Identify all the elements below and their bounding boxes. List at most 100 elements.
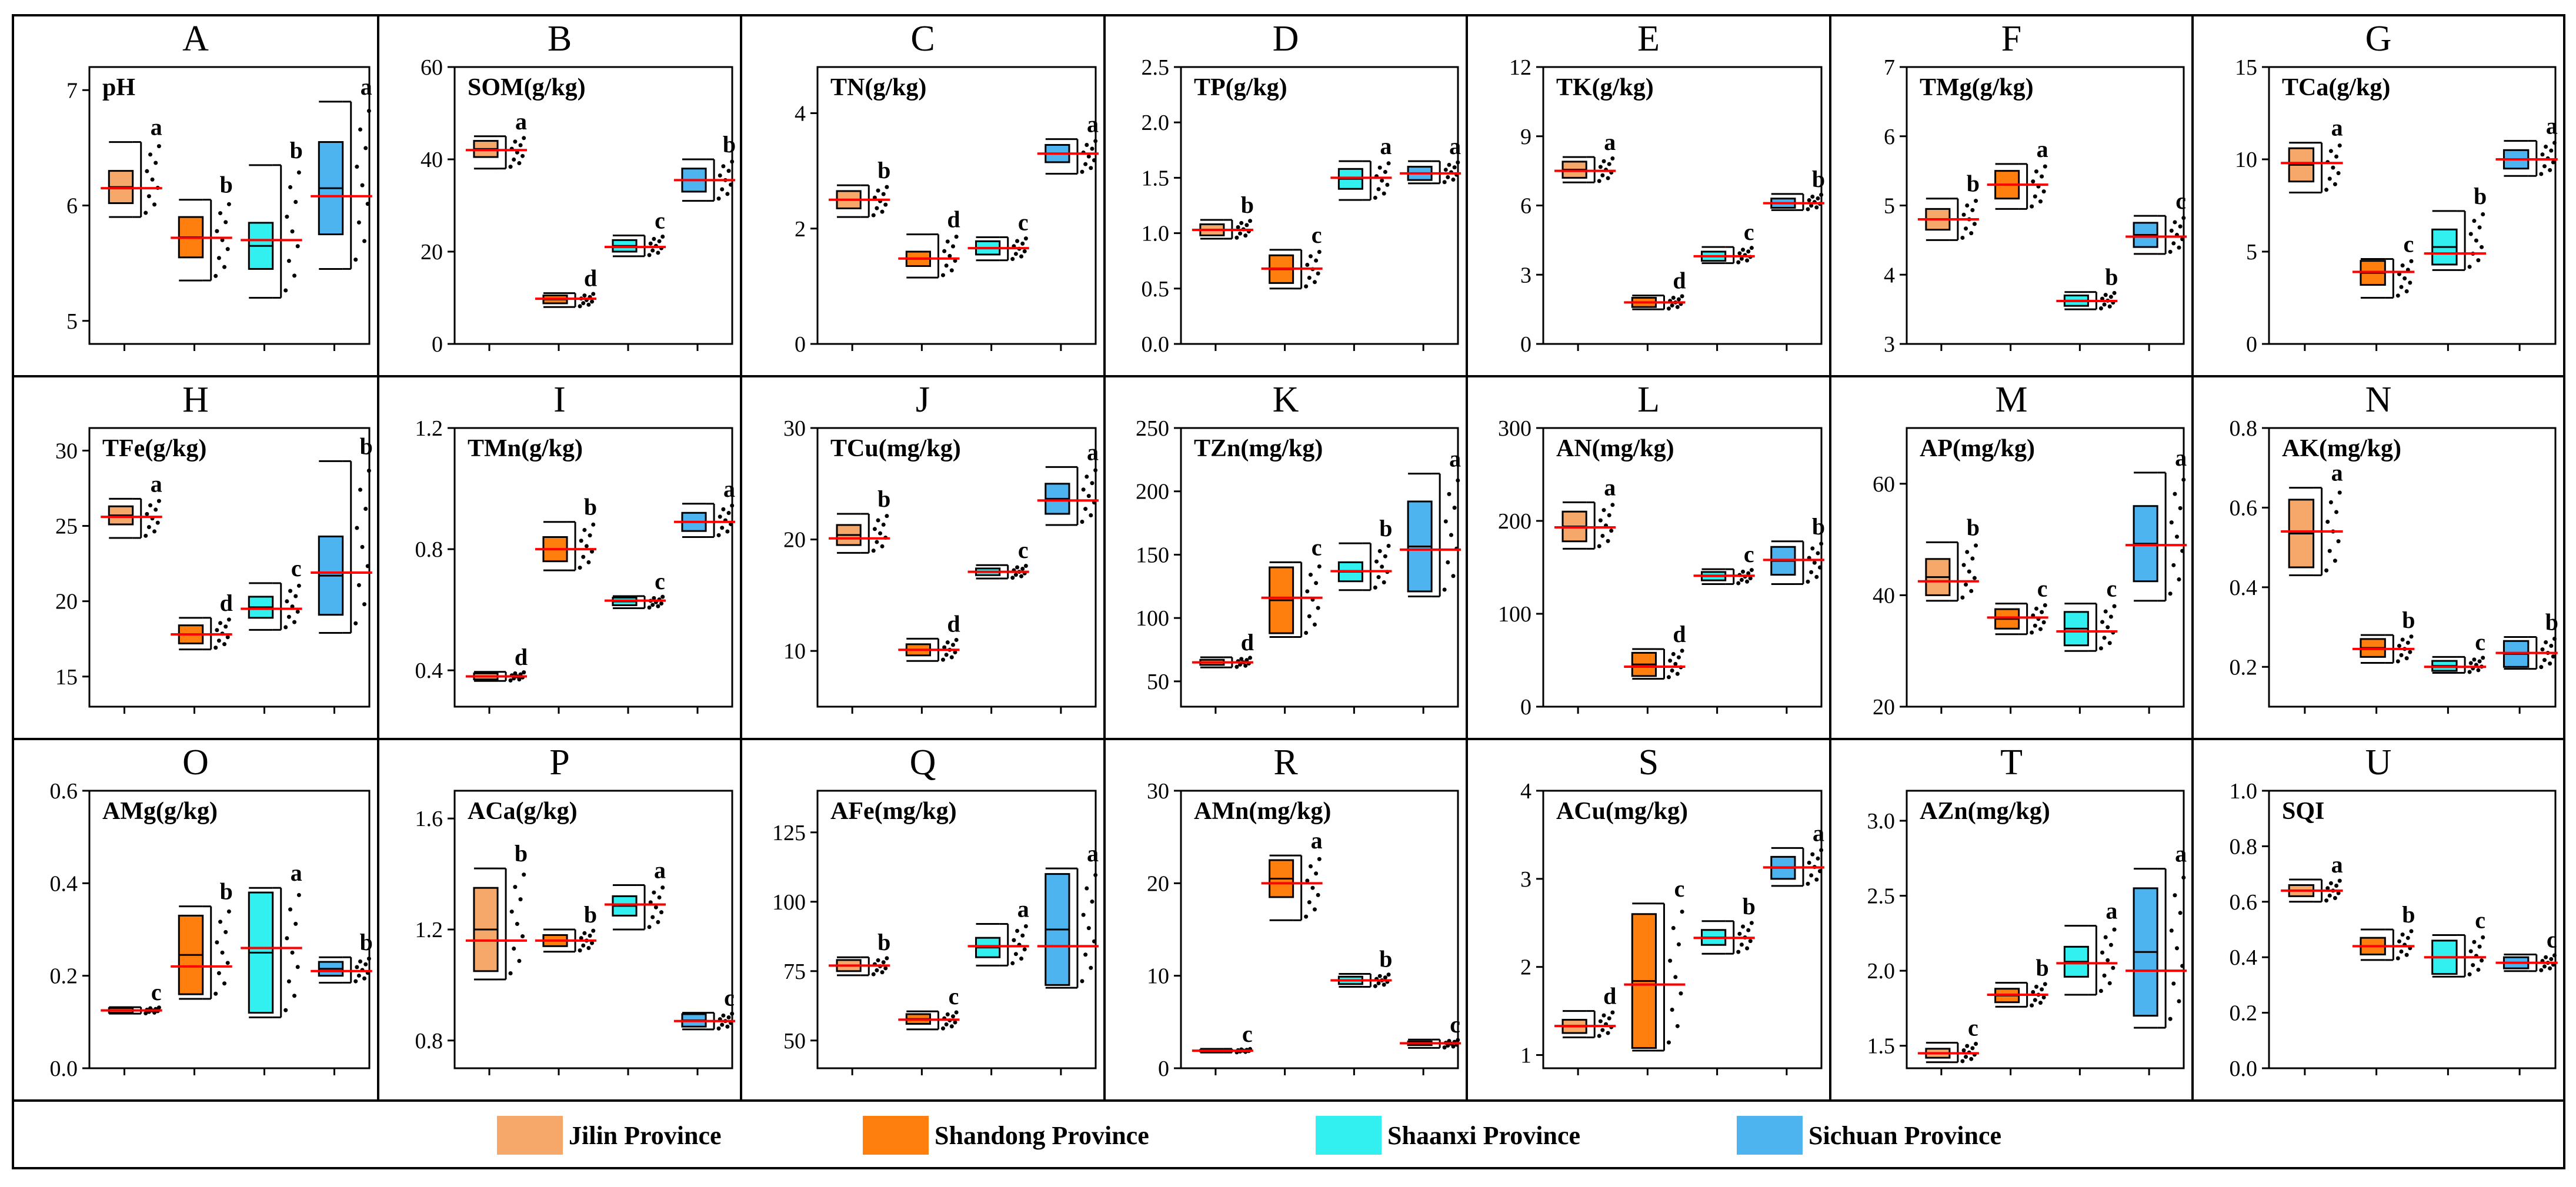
panel-n: N AK(mg/kg) 0.2 0.4 0.6 0.8 a b c b [2230, 380, 2558, 714]
data-point [2328, 500, 2333, 504]
data-point [1386, 972, 1391, 977]
data-point [226, 617, 231, 622]
data-point [508, 165, 513, 169]
data-point [515, 150, 519, 155]
significance-letter: c [291, 555, 302, 581]
significance-letter: a [1604, 474, 1616, 500]
box-sichuan-province: a [1400, 133, 1461, 185]
panel-letter: T [2000, 743, 2023, 783]
data-point [2043, 982, 2047, 987]
significance-letter: d [584, 265, 597, 292]
data-point [1451, 574, 1456, 579]
plot-title: AFe(mg/kg) [830, 798, 957, 825]
box-sichuan-province: a [673, 476, 736, 538]
data-point [292, 994, 297, 998]
significance-letter: b [2402, 901, 2415, 928]
box-jilin-province: d [1554, 983, 1616, 1039]
data-point [1610, 1010, 1615, 1015]
data-point [1974, 199, 1978, 203]
data-point [2481, 656, 2485, 660]
data-point [582, 931, 587, 935]
data-point [290, 950, 295, 955]
data-point [2472, 219, 2477, 223]
data-point [296, 892, 301, 897]
y-tick-label: 6 [66, 194, 78, 219]
data-point [2112, 290, 2117, 295]
data-point [1089, 965, 1093, 970]
data-point [1601, 1013, 1606, 1018]
y-tick-label: 50 [783, 1029, 806, 1054]
data-point [1676, 297, 1681, 302]
data-point [878, 531, 883, 536]
significance-letter: a [1087, 111, 1099, 138]
data-point [1746, 249, 1751, 254]
data-point [1819, 848, 1824, 852]
data-point [2328, 881, 2333, 885]
significance-letter: b [1379, 515, 1392, 541]
box-shaanxi-province: a [2056, 898, 2118, 996]
data-point [1746, 928, 1751, 932]
data-point [1019, 574, 1024, 579]
plot-title: TCu(mg/kg) [830, 435, 961, 462]
significance-letter: b [2545, 609, 2558, 636]
data-point [215, 229, 219, 233]
data-point [522, 872, 526, 877]
significance-letter: c [655, 208, 665, 234]
data-point [588, 933, 592, 938]
data-point [1809, 203, 1814, 208]
data-point [721, 1013, 726, 1018]
y-tick-label: 0.6 [50, 779, 78, 804]
significance-letter: b [1743, 893, 1756, 919]
data-point [360, 544, 365, 549]
data-point [586, 302, 591, 307]
legend-label: Shandong Province [935, 1121, 1149, 1150]
data-point [285, 215, 289, 219]
significance-letter: d [947, 206, 960, 233]
significance-letter: a [2175, 841, 2187, 867]
data-point [1964, 226, 1968, 231]
data-point [1080, 979, 1085, 984]
data-point [1093, 139, 1098, 143]
data-point [1314, 581, 1319, 586]
data-point [1456, 1038, 1460, 1042]
data-point [1086, 926, 1091, 931]
data-point [650, 603, 655, 607]
data-point [1749, 921, 1754, 925]
box-shaanxi-province: b [241, 137, 303, 299]
box-shaanxi-province: c [604, 208, 666, 258]
data-point [1314, 258, 1319, 263]
data-point [1737, 251, 1742, 256]
significance-letter: a [2331, 460, 2343, 486]
data-point [2471, 963, 2475, 968]
box-sichuan-province: a [1037, 111, 1099, 175]
data-point [2467, 972, 2472, 977]
data-point [2468, 949, 2473, 954]
data-point [213, 273, 218, 278]
y-tick-label: 0.0 [1142, 332, 1170, 357]
significance-letter: c [949, 983, 959, 1009]
data-point [517, 677, 522, 682]
data-point [730, 503, 735, 508]
panel-letter: K [1273, 380, 1299, 420]
data-point [588, 533, 592, 538]
y-tick-label: 2.0 [1142, 111, 1170, 135]
data-point [1080, 519, 1085, 524]
data-point [225, 961, 230, 965]
box-sichuan-province: c [1400, 1011, 1461, 1050]
data-point [1972, 576, 1977, 580]
significance-letter: c [1744, 219, 1754, 245]
data-point [579, 936, 583, 941]
box-shaanxi-province: c [967, 537, 1029, 580]
data-point [2480, 958, 2484, 963]
data-point [353, 979, 358, 984]
y-tick-label: 1.0 [1142, 222, 1170, 246]
y-tick-label: 25 [55, 514, 78, 539]
significance-letter: b [877, 486, 890, 512]
box-shaanxi-province: b [1693, 893, 1756, 955]
data-point [293, 594, 298, 598]
data-point [2111, 965, 2115, 970]
significance-letter: d [220, 590, 233, 616]
panel-letter: E [1637, 19, 1660, 59]
plot-area [1542, 790, 1823, 1069]
data-point [584, 544, 589, 549]
